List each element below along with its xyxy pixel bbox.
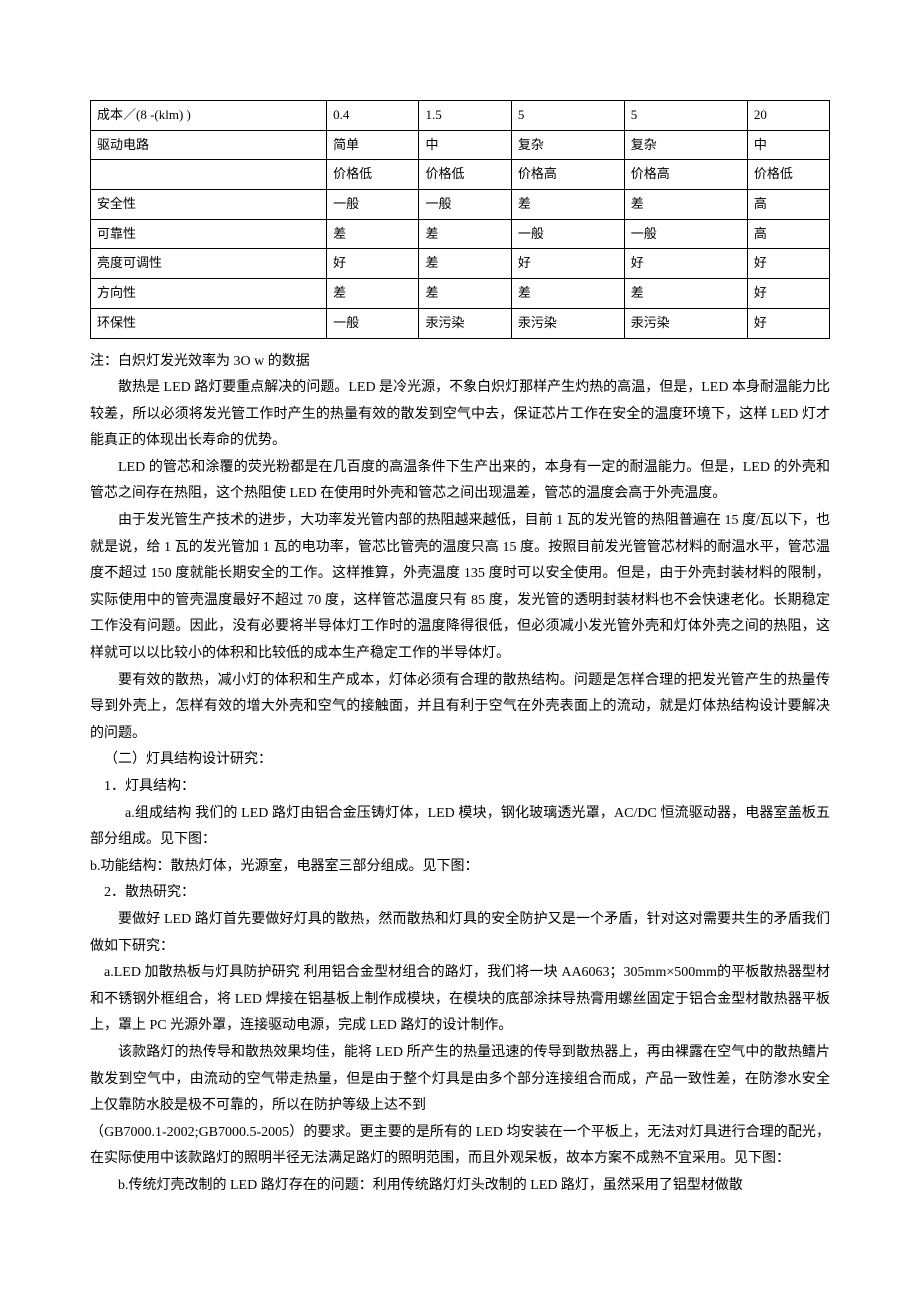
body-paragraph: （GB7000.1-2002;GB7000.5-2005）的要求。更主要的是所有… [90,1120,830,1173]
table-cell: 高 [747,190,829,220]
table-cell: 好 [327,249,419,279]
body-paragraph: 该款路灯的热传导和散热效果均佳，能将 LED 所产生的热量迅速的传导到散热器上，… [90,1040,830,1120]
table-cell: 汞污染 [511,308,624,338]
body-paragraph: 散热是 LED 路灯要重点解决的问题。LED 是冷光源，不象白炽灯那样产生灼热的… [90,375,830,455]
table-cell: 汞污染 [624,308,747,338]
table-cell: 安全性 [91,190,327,220]
table-row: 成本／(8 -(klm) )0.41.55520 [91,101,830,131]
table-cell: 20 [747,101,829,131]
table-cell [91,160,327,190]
comparison-table: 成本／(8 -(klm) )0.41.55520驱动电路简单中复杂复杂中价格低价… [90,100,830,339]
table-cell: 好 [511,249,624,279]
table-row: 环保性一般汞污染汞污染汞污染好 [91,308,830,338]
body-paragraph: b.功能结构：散热灯体，光源室，电器室三部分组成。见下图： [90,854,830,881]
table-cell: 复杂 [624,130,747,160]
table-cell: 差 [624,279,747,309]
table-cell: 价格高 [511,160,624,190]
table-cell: 5 [511,101,624,131]
table-cell: 简单 [327,130,419,160]
table-cell: 可靠性 [91,219,327,249]
table-cell: 0.4 [327,101,419,131]
table-cell: 差 [419,279,511,309]
table-cell: 价格低 [747,160,829,190]
table-row: 价格低价格低价格高价格高价格低 [91,160,830,190]
table-cell: 中 [747,130,829,160]
body-paragraph: LED 的管芯和涂覆的荧光粉都是在几百度的高温条件下生产出来的，本身有一定的耐温… [90,455,830,508]
subsection-heading: 2．散热研究： [90,880,830,907]
body-paragraph: 要有效的散热，减小灯的体积和生产成本，灯体必须有合理的散热结构。问题是怎样合理的… [90,668,830,748]
table-cell: 差 [511,279,624,309]
table-cell: 方向性 [91,279,327,309]
table-cell: 价格高 [624,160,747,190]
table-row: 可靠性差差一般一般高 [91,219,830,249]
table-cell: 驱动电路 [91,130,327,160]
table-cell: 一般 [511,219,624,249]
table-cell: 好 [747,308,829,338]
table-cell: 好 [747,279,829,309]
body-paragraph: a.LED 加散热板与灯具防护研究 利用铝合金型材组合的路灯，我们将一块 AA6… [90,960,830,1040]
body-paragraph: b.传统灯壳改制的 LED 路灯存在的问题：利用传统路灯灯头改制的 LED 路灯… [90,1173,830,1200]
table-cell: 汞污染 [419,308,511,338]
table-cell: 一般 [327,308,419,338]
table-cell: 差 [327,279,419,309]
body-paragraph: 要做好 LED 路灯首先要做好灯具的散热，然而散热和灯具的安全防护又是一个矛盾，… [90,907,830,960]
table-cell: 中 [419,130,511,160]
table-cell: 一般 [624,219,747,249]
table-cell: 差 [419,219,511,249]
table-cell: 复杂 [511,130,624,160]
subsection-heading: 1．灯具结构： [90,774,830,801]
table-cell: 高 [747,219,829,249]
table-row: 驱动电路简单中复杂复杂中 [91,130,830,160]
table-row: 安全性一般一般差差高 [91,190,830,220]
table-cell: 一般 [327,190,419,220]
table-cell: 差 [327,219,419,249]
section-heading: （二）灯具结构设计研究： [90,747,830,774]
body-paragraph: 由于发光管生产技术的进步，大功率发光管内部的热阻越来越低，目前 1 瓦的发光管的… [90,508,830,668]
table-cell: 差 [511,190,624,220]
table-cell: 差 [624,190,747,220]
table-cell: 5 [624,101,747,131]
table-cell: 价格低 [327,160,419,190]
table-cell: 环保性 [91,308,327,338]
body-paragraph: a.组成结构 我们的 LED 路灯由铝合金压铸灯体，LED 模块，钢化玻璃透光罩… [90,801,830,854]
table-cell: 好 [747,249,829,279]
table-cell: 差 [419,249,511,279]
table-note: 注：白炽灯发光效率为 3O w 的数据 [90,349,830,376]
table-cell: 成本／(8 -(klm) ) [91,101,327,131]
table-cell: 亮度可调性 [91,249,327,279]
table-cell: 1.5 [419,101,511,131]
table-cell: 一般 [419,190,511,220]
table-row: 方向性差差差差好 [91,279,830,309]
table-cell: 价格低 [419,160,511,190]
table-row: 亮度可调性好差好好好 [91,249,830,279]
table-cell: 好 [624,249,747,279]
